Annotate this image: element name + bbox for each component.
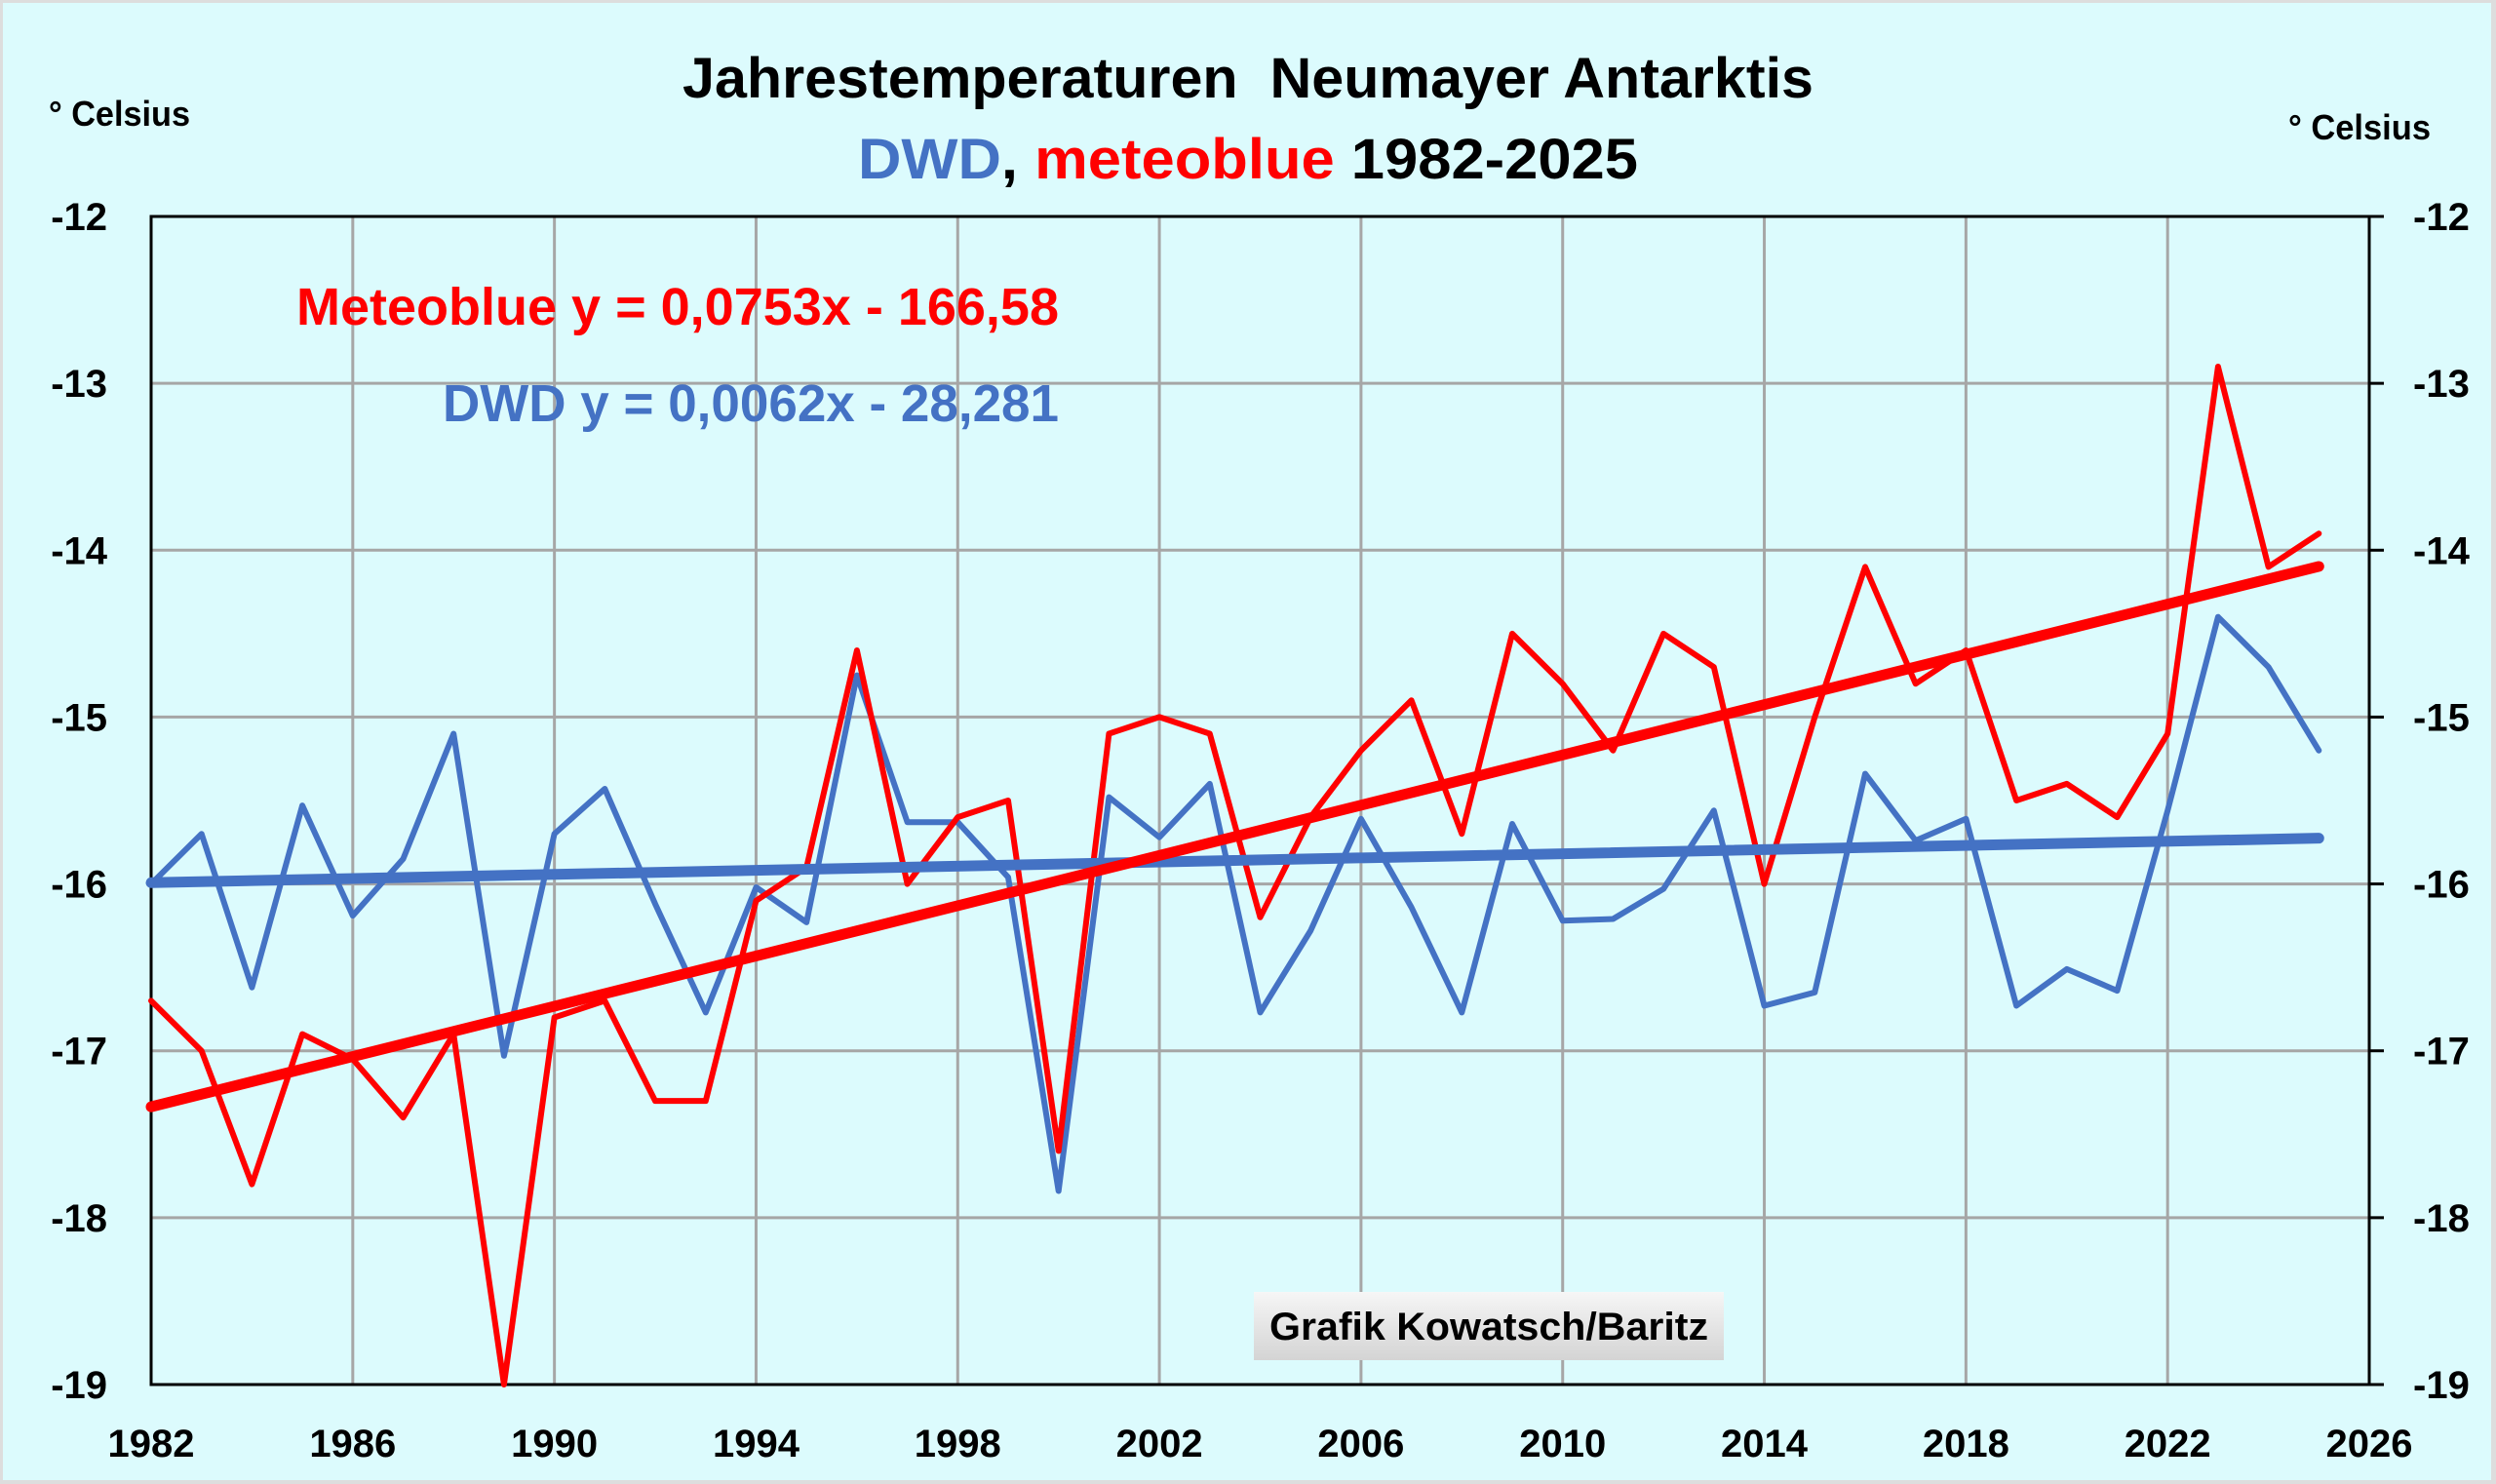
x-tick-label: 2014 bbox=[1721, 1423, 1809, 1465]
series-dwd bbox=[148, 613, 2322, 1194]
x-tick-label: 1994 bbox=[713, 1423, 800, 1465]
x-tick-label: 2026 bbox=[2326, 1423, 2413, 1465]
y-axis-right-labels: -12 -13 -14 -15 -16 -17 -18 -19 bbox=[2413, 196, 2471, 1407]
y-tick-label-left: -13 bbox=[51, 363, 107, 406]
y-tick-label-right: -14 bbox=[2413, 529, 2471, 572]
subtitle-comma: , bbox=[1001, 128, 1034, 191]
y-tick-label-right: -17 bbox=[2413, 1031, 2470, 1074]
y-tick-label-left: -16 bbox=[51, 864, 107, 907]
subtitle-dwd: DWD bbox=[858, 128, 1001, 191]
y-tick-label-left: -18 bbox=[51, 1197, 107, 1240]
y-tick-label-right: -18 bbox=[2413, 1197, 2470, 1240]
plot-area-border bbox=[149, 215, 2371, 1386]
x-axis-labels: 1982 1986 1990 1994 1998 2002 2006 2010 2014 2018… bbox=[108, 1423, 2413, 1465]
chart-subtitle: DWD, meteoblue 1982-2025 bbox=[858, 128, 1638, 191]
y-tick-label-right: -13 bbox=[2413, 363, 2470, 406]
y-axis-left-labels: -12 -13 -14 -15 -16 -17 -18 -19 bbox=[51, 196, 108, 1407]
y-tick-label-left: -17 bbox=[51, 1031, 107, 1074]
y-tick-label-right: -19 bbox=[2413, 1364, 2470, 1407]
x-tick-label: 2002 bbox=[1116, 1423, 1203, 1465]
trendline-meteoblue bbox=[145, 561, 2324, 1113]
chart-frame bbox=[3, 3, 2491, 1480]
x-tick-label: 1998 bbox=[915, 1423, 1001, 1465]
subtitle-meteoblue: meteoblue bbox=[1034, 128, 1335, 191]
y-tick-label-right: -12 bbox=[2413, 196, 2470, 239]
x-tick-label: 1982 bbox=[108, 1423, 195, 1465]
y-tick-label-right: -16 bbox=[2413, 864, 2470, 907]
right-axis-ticks bbox=[2369, 215, 2384, 1386]
credit-box: Grafik Kowatsch/Baritz bbox=[1254, 1292, 1724, 1360]
credit-box-background bbox=[1254, 1292, 1724, 1360]
y-axis-right-unit: ° Celsius bbox=[2288, 107, 2431, 147]
x-tick-label: 2018 bbox=[1923, 1423, 2009, 1465]
series-line-dwd bbox=[148, 613, 2322, 1194]
y-tick-label-left: -19 bbox=[51, 1364, 107, 1407]
y-axis-left-unit: ° Celsius bbox=[49, 94, 190, 134]
trendlines bbox=[145, 561, 2324, 1113]
subtitle-years: 1982-2025 bbox=[1335, 128, 1638, 191]
trendline-dwd bbox=[145, 833, 2324, 888]
meteoblue-trend-equation: Meteoblue y = 0,0753x - 166,58 bbox=[296, 278, 1059, 336]
y-tick-label-right: -15 bbox=[2413, 696, 2470, 739]
x-tick-label: 1990 bbox=[511, 1423, 598, 1465]
chart-title: Jahrestemperaturen Neumayer Antarktis bbox=[682, 47, 1814, 110]
x-tick-label: 2010 bbox=[1519, 1423, 1606, 1465]
x-tick-label: 2022 bbox=[2125, 1423, 2211, 1465]
y-tick-label-left: -12 bbox=[51, 196, 107, 239]
dwd-trend-equation: DWD y = 0,0062x - 28,281 bbox=[443, 374, 1059, 433]
x-tick-label: 1986 bbox=[309, 1423, 396, 1465]
x-tick-label: 2006 bbox=[1317, 1423, 1404, 1465]
y-tick-label-left: -14 bbox=[51, 529, 108, 572]
gridlines bbox=[151, 216, 2369, 1385]
credit-text: Grafik Kowatsch/Baritz bbox=[1269, 1306, 1708, 1348]
y-tick-label-left: -15 bbox=[51, 696, 107, 739]
